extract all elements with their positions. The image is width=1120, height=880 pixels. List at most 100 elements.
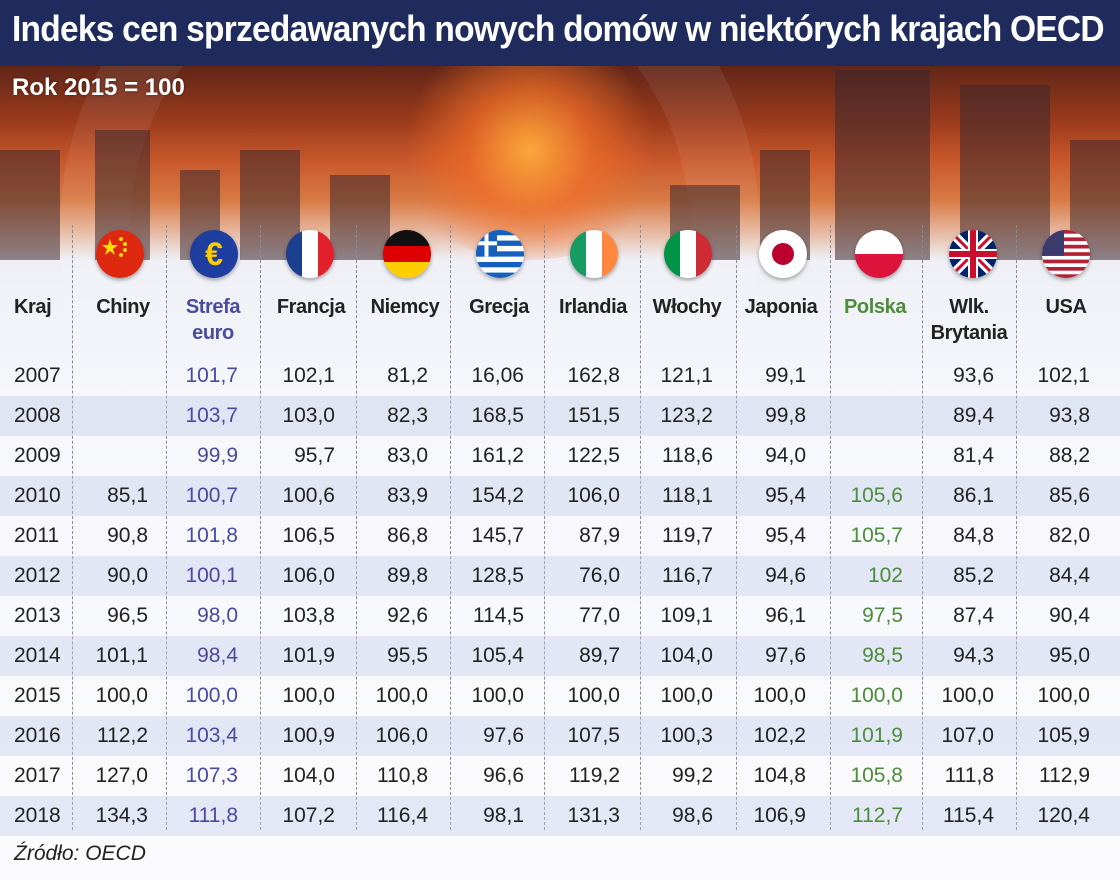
cell-grecja: 100,0: [471, 684, 524, 707]
poland-flag-icon: [855, 230, 903, 278]
cell-japonia: 94,0: [765, 444, 806, 467]
cell-chiny: 112,2: [97, 724, 148, 747]
cell-wlochy: 104,0: [660, 644, 713, 667]
cell-strefa-euro: 100,0: [185, 684, 238, 707]
cell-strefa-euro: 103,7: [185, 404, 238, 427]
cell-usa: 95,0: [1049, 644, 1090, 667]
cell-niemcy: 116,4: [377, 804, 428, 827]
cell-grecja: 154,2: [471, 484, 524, 507]
cell-japonia: 106,9: [753, 804, 806, 827]
cell-grecja: 105,4: [471, 644, 524, 667]
cell-irlandia: 77,0: [579, 604, 620, 627]
cell-chiny: 100,0: [95, 684, 148, 707]
table-row: 2009 99,9 95,7 83,0 161,2 122,5 118,6 94,0 81,4 8…: [0, 436, 1120, 476]
cell-wlk-brytania: 107,0: [941, 724, 994, 747]
table-row: 2016 112,2 103,4 100,9 106,0 97,6 107,5 100,3 10…: [0, 716, 1120, 756]
cell-francja: 100,6: [282, 484, 335, 507]
header-francja: Francja: [276, 296, 346, 318]
column-divider: [450, 225, 451, 830]
cell-wlk-brytania: 85,2: [953, 564, 994, 587]
header-grecja: Grecja: [469, 296, 529, 318]
cell-wlochy: 121,1: [660, 364, 713, 387]
cell-francja: 107,2: [282, 804, 335, 827]
cell-irlandia: 100,0: [567, 684, 620, 707]
cell-chiny: 90,0: [107, 564, 148, 587]
cell-usa: 112,9: [1039, 764, 1090, 787]
cell-chiny: 134,3: [95, 804, 148, 827]
cell-wlk-brytania: 86,1: [953, 484, 994, 507]
cell-strefa-euro: 98,4: [197, 644, 238, 667]
cell-chiny: 127,0: [95, 764, 148, 787]
cell-polska: 112,7: [852, 804, 903, 827]
table-row: 2007 101,7 102,1 81,2 16,06 162,8 121,1 99,1 93,…: [0, 356, 1120, 396]
column-divider: [640, 225, 641, 830]
cell-strefa-euro: 107,3: [185, 764, 238, 787]
cell-irlandia: 107,5: [567, 724, 620, 747]
header-irlandia: Irlandia: [559, 296, 627, 318]
cell-chiny: 90,8: [107, 524, 148, 547]
column-divider: [922, 225, 923, 830]
header-polska: Polska: [843, 296, 907, 318]
cell-polska: 105,7: [850, 524, 903, 547]
cell-wlk-brytania: 94,3: [953, 644, 994, 667]
cell-wlochy: 118,1: [662, 484, 713, 507]
cell-irlandia: 76,0: [579, 564, 620, 587]
cell-grecja: 98,1: [483, 804, 524, 827]
cell-polska: [813, 396, 903, 436]
cell-chiny: 101,1: [95, 644, 148, 667]
cell-francja: 100,9: [282, 724, 335, 747]
header-chiny: Chiny: [96, 296, 150, 318]
cell-wlk-brytania: 89,4: [953, 404, 994, 427]
cell-irlandia: 89,7: [579, 644, 620, 667]
cell-polska: 101,9: [850, 724, 903, 747]
cell-grecja: 114,5: [473, 604, 524, 627]
cell-strefa-euro: 101,8: [185, 524, 238, 547]
cell-niemcy: 83,0: [387, 444, 428, 467]
building-silhouette: [0, 150, 60, 260]
cell-wlk-brytania: 111,8: [944, 764, 994, 787]
france-flag-icon: [286, 230, 334, 278]
cell-francja: 106,5: [282, 524, 335, 547]
header-niemcy: Niemcy: [370, 296, 440, 318]
svg-text:€: €: [205, 236, 223, 272]
cell-usa: 102,1: [1037, 364, 1090, 387]
cell-wlochy: 100,0: [660, 684, 713, 707]
japan-flag-icon: [759, 230, 807, 278]
chart-title: Indeks cen sprzedawanych nowych domów w …: [12, 8, 1105, 49]
cell-polska: 98,5: [862, 644, 903, 667]
cell-year: 2012: [14, 564, 61, 587]
cell-year: 2017: [14, 764, 61, 787]
cell-year: 2015: [14, 684, 61, 707]
cell-japonia: 104,8: [753, 764, 806, 787]
cell-polska: 102: [867, 564, 903, 587]
header-japonia: Japonia: [744, 296, 818, 318]
cell-japonia: 99,1: [765, 364, 806, 387]
cell-irlandia: 87,9: [579, 524, 620, 547]
cell-year: 2007: [14, 364, 61, 387]
cell-year: 2008: [14, 404, 61, 427]
sunset-glow: [390, 40, 670, 260]
cell-polska: [813, 356, 903, 396]
cell-japonia: 100,0: [753, 684, 806, 707]
cell-strefa-euro: 103,4: [185, 724, 238, 747]
cell-japonia: 102,2: [753, 724, 806, 747]
column-divider: [166, 225, 167, 830]
column-divider: [72, 225, 73, 830]
cell-year: 2018: [14, 804, 61, 827]
table-row: 2011 90,8 101,8 106,5 86,8 145,7 87,9 119,7 95,4…: [0, 516, 1120, 556]
cell-grecja: 161,2: [471, 444, 524, 467]
cell-strefa-euro: 100,1: [185, 564, 238, 587]
cell-niemcy: 110,8: [377, 764, 428, 787]
source-note: Źródło: OECD: [14, 842, 146, 865]
eu-flag-icon: €: [190, 230, 238, 278]
cell-niemcy: 100,0: [375, 684, 428, 707]
table-row: 2013 96,5 98,0 103,8 92,6 114,5 77,0 109,1 96,1 9…: [0, 596, 1120, 636]
cell-wlk-brytania: 115,4: [943, 804, 994, 827]
uk-flag-icon: [949, 230, 997, 278]
cell-polska: 105,6: [850, 484, 903, 507]
cell-chiny: [58, 356, 148, 396]
cell-chiny: [58, 436, 148, 476]
cell-strefa-euro: 101,7: [185, 364, 238, 387]
cell-irlandia: 122,5: [567, 444, 620, 467]
cell-wlk-brytania: 81,4: [953, 444, 994, 467]
